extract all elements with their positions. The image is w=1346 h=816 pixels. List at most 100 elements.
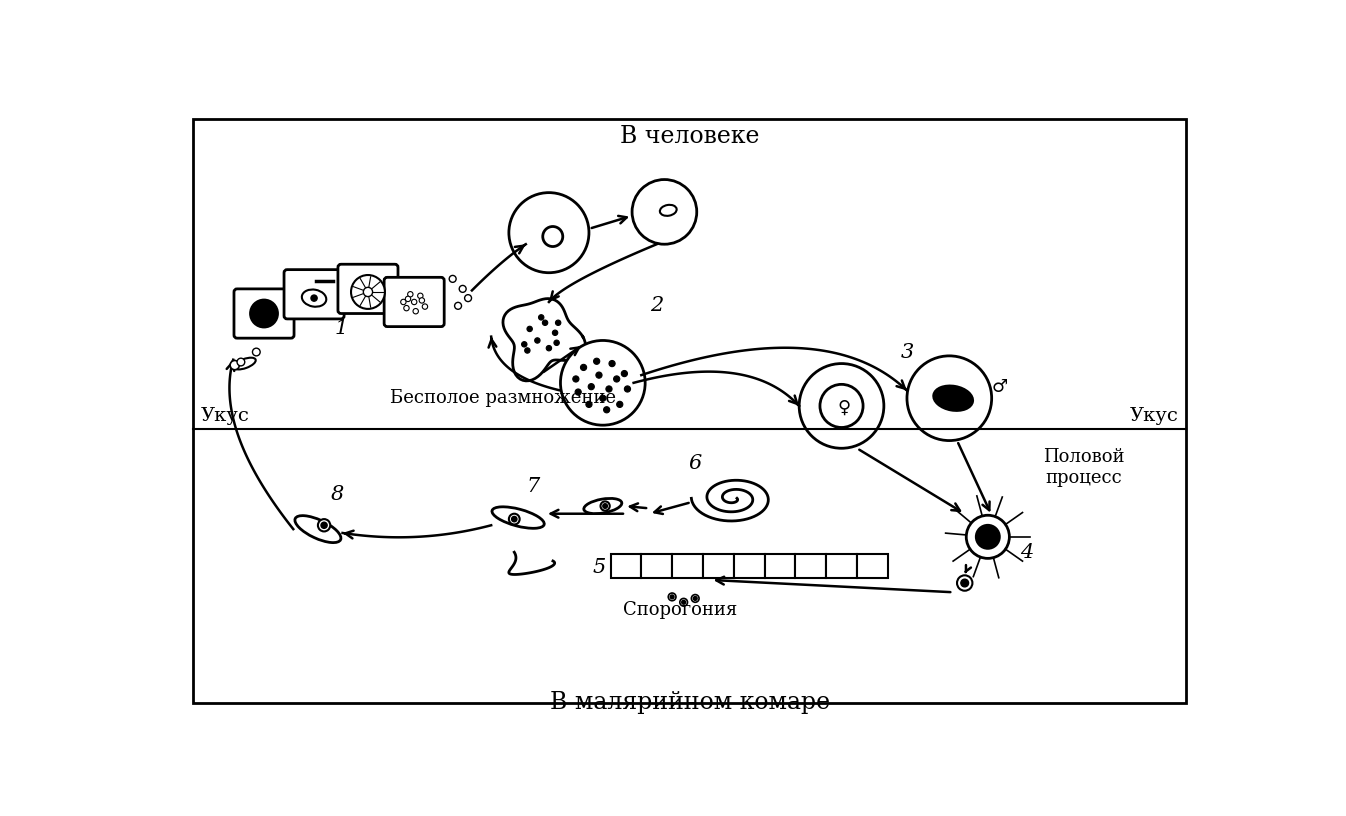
Circle shape [680,598,688,606]
FancyBboxPatch shape [611,554,641,579]
Text: 5: 5 [592,558,606,577]
Circle shape [957,575,972,591]
Text: Бесполое размножение: Бесполое размножение [390,389,615,407]
Circle shape [573,376,579,382]
Text: Спорогония: Спорогония [623,601,738,619]
Circle shape [668,593,676,601]
Circle shape [405,296,411,302]
FancyBboxPatch shape [795,554,826,579]
FancyBboxPatch shape [826,554,857,579]
Circle shape [580,364,587,370]
Circle shape [586,401,592,407]
FancyBboxPatch shape [765,554,795,579]
Circle shape [408,291,413,297]
Polygon shape [503,299,586,381]
Circle shape [575,389,581,395]
Circle shape [820,384,863,428]
Circle shape [538,315,544,320]
Circle shape [606,386,612,392]
Text: 1: 1 [334,319,347,339]
Circle shape [603,406,610,413]
Ellipse shape [302,290,326,307]
Text: ♀: ♀ [837,399,851,417]
Circle shape [670,595,674,599]
Circle shape [417,293,423,299]
Text: 4: 4 [1020,543,1032,561]
Circle shape [560,340,645,425]
Circle shape [511,517,517,521]
Circle shape [552,330,557,335]
Circle shape [509,193,590,273]
Circle shape [419,298,424,303]
FancyBboxPatch shape [338,264,398,313]
Ellipse shape [234,357,256,370]
FancyBboxPatch shape [234,289,293,338]
Ellipse shape [933,386,973,410]
FancyBboxPatch shape [641,554,672,579]
FancyBboxPatch shape [384,277,444,326]
Circle shape [614,376,619,382]
FancyBboxPatch shape [703,554,734,579]
FancyBboxPatch shape [734,554,765,579]
Text: 6: 6 [689,455,701,473]
Circle shape [363,287,373,296]
Text: В малярийном комаре: В малярийном комаре [549,691,830,714]
Circle shape [320,522,327,528]
Text: ♂: ♂ [991,378,1007,396]
Text: 8: 8 [331,485,343,504]
Circle shape [423,304,428,309]
Circle shape [542,320,548,326]
Ellipse shape [493,507,544,528]
Text: Половой
процесс: Половой процесс [1043,448,1125,487]
Circle shape [555,340,560,345]
Circle shape [556,320,561,326]
Circle shape [594,358,600,364]
Text: 7: 7 [526,477,540,496]
Circle shape [459,286,466,292]
Circle shape [622,370,627,377]
Circle shape [692,595,699,602]
Circle shape [603,503,607,508]
Circle shape [401,299,406,304]
Circle shape [546,345,552,351]
Circle shape [596,372,602,378]
Ellipse shape [584,499,622,513]
Circle shape [693,596,697,601]
Circle shape [961,579,969,587]
Circle shape [464,295,471,302]
Circle shape [608,361,615,366]
Circle shape [907,356,992,441]
Circle shape [600,501,610,511]
Circle shape [230,361,240,370]
FancyBboxPatch shape [284,269,345,319]
Circle shape [534,338,540,344]
Circle shape [600,395,606,401]
Circle shape [450,276,456,282]
FancyBboxPatch shape [857,554,888,579]
Circle shape [455,303,462,309]
Text: В человеке: В человеке [621,125,759,148]
Circle shape [412,299,417,304]
Circle shape [633,180,697,244]
Circle shape [616,401,623,407]
FancyBboxPatch shape [672,554,703,579]
Circle shape [311,295,318,301]
Circle shape [542,227,563,246]
Circle shape [800,364,884,448]
Text: 3: 3 [900,343,914,361]
Circle shape [528,326,533,331]
Circle shape [525,348,530,353]
Text: 2: 2 [650,296,664,315]
Circle shape [522,342,528,347]
Text: Укус: Укус [201,407,250,425]
Circle shape [318,519,330,531]
Circle shape [681,601,685,604]
Circle shape [625,386,630,392]
Circle shape [351,275,385,309]
Circle shape [966,515,1010,558]
Circle shape [404,305,409,311]
Ellipse shape [295,516,341,543]
Circle shape [237,358,245,366]
Ellipse shape [660,205,677,216]
Circle shape [976,526,999,548]
